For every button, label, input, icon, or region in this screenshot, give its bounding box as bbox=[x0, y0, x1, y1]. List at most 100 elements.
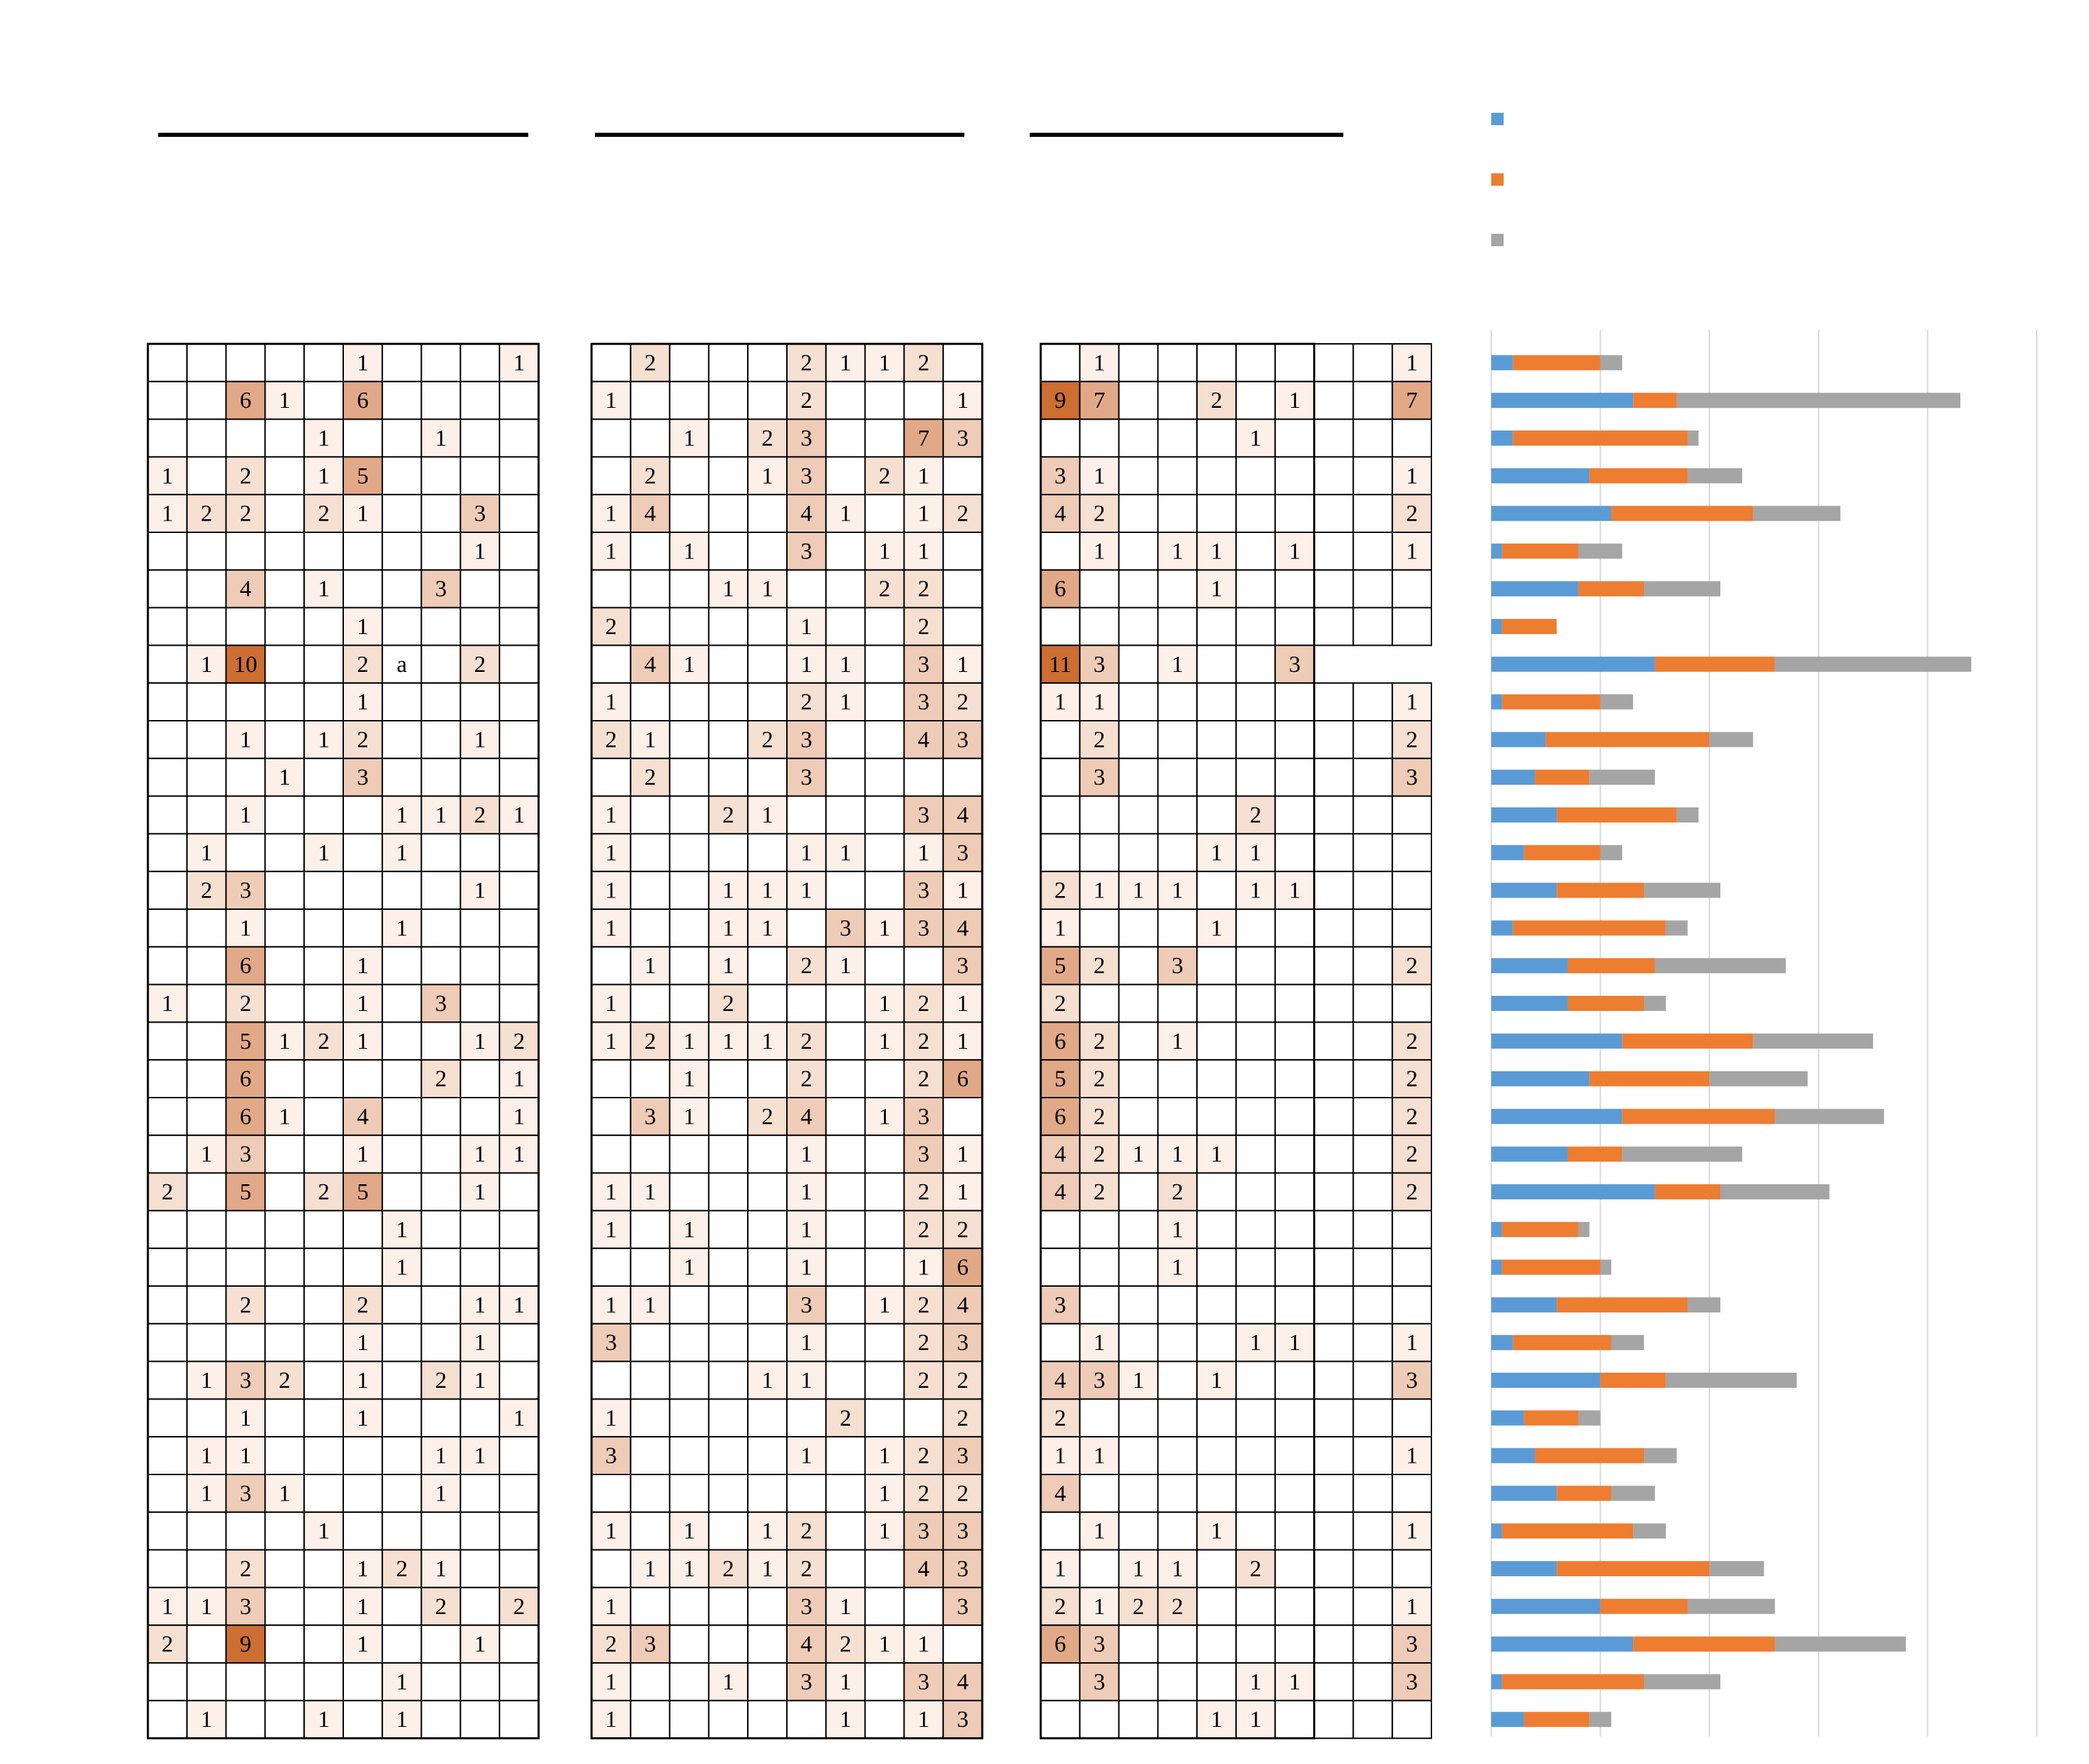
heat-cell bbox=[825, 1436, 866, 1475]
heat-cell bbox=[186, 1097, 227, 1136]
heat-cell bbox=[499, 1322, 540, 1362]
heat-cell bbox=[1352, 1699, 1394, 1739]
heat-cell bbox=[499, 1699, 540, 1739]
cell-value: 2 bbox=[645, 464, 656, 489]
heat-cell bbox=[1313, 1248, 1354, 1287]
cell-value: 4 bbox=[957, 1669, 968, 1695]
heat-cell bbox=[591, 946, 631, 986]
heat-cell bbox=[864, 1587, 905, 1626]
heat-cell bbox=[1196, 1210, 1237, 1250]
heat-cell bbox=[669, 946, 710, 986]
heat-cell bbox=[1079, 456, 1120, 496]
cell-value: 1 bbox=[684, 1556, 695, 1582]
heat-cell bbox=[825, 795, 866, 835]
heat-cell bbox=[420, 1511, 462, 1551]
bar-segment bbox=[1502, 619, 1557, 634]
heat-cell bbox=[1313, 1097, 1354, 1136]
cell-value: 5 bbox=[240, 1029, 252, 1054]
heat-cell bbox=[264, 1662, 305, 1701]
heat-cell bbox=[708, 720, 749, 759]
heat-cell bbox=[264, 607, 305, 646]
heat-cell bbox=[825, 1474, 866, 1513]
cell-value: 1 bbox=[684, 652, 695, 677]
cell-value: 1 bbox=[722, 1029, 734, 1054]
heat-cell bbox=[1352, 1134, 1394, 1174]
heat-cell bbox=[381, 1059, 422, 1098]
heat-cell bbox=[1313, 1285, 1354, 1325]
table-border bbox=[1039, 342, 1316, 1740]
heat-cell bbox=[1392, 871, 1432, 910]
cell-value: 1 bbox=[801, 840, 812, 866]
cell-value: 1 bbox=[396, 1707, 408, 1732]
cell-value: 1 bbox=[474, 1179, 486, 1205]
heat-cell bbox=[629, 532, 671, 571]
heat-cell bbox=[1079, 569, 1120, 609]
heat-cell bbox=[747, 1436, 788, 1475]
heat-cell bbox=[303, 1322, 345, 1362]
heat-cell bbox=[1313, 757, 1354, 797]
heat-cell bbox=[225, 607, 266, 646]
cell-value: 1 bbox=[357, 953, 369, 979]
cell-value: 2 bbox=[318, 501, 329, 527]
heat-cell bbox=[825, 494, 866, 534]
cell-value: 3 bbox=[918, 690, 929, 715]
cell-value: 1 bbox=[396, 840, 408, 866]
heat-cell bbox=[903, 569, 944, 609]
heat-cell bbox=[825, 418, 866, 458]
bar-segment bbox=[1502, 1674, 1645, 1690]
heat-cell bbox=[1352, 1210, 1394, 1250]
heat-cell bbox=[903, 1587, 944, 1626]
heat-cell bbox=[786, 1360, 827, 1400]
heat-cell bbox=[459, 418, 501, 458]
heat-cell bbox=[459, 1587, 501, 1626]
heat-cell bbox=[591, 1134, 631, 1174]
heat-cell bbox=[186, 607, 227, 646]
heat-cell bbox=[186, 1398, 227, 1438]
heat-cell bbox=[225, 1474, 266, 1513]
heat-cell bbox=[629, 569, 671, 609]
cell-value: 3 bbox=[918, 1669, 929, 1695]
cell-value: 1 bbox=[605, 1292, 617, 1318]
heat-cell bbox=[264, 1134, 305, 1174]
heat-cell bbox=[942, 343, 983, 382]
cell-value: 6 bbox=[1054, 1104, 1066, 1129]
heat-cell bbox=[420, 1624, 462, 1664]
cell-value: 2 bbox=[1094, 1142, 1105, 1167]
cell-value: 1 bbox=[879, 1632, 891, 1657]
heat-cell bbox=[1235, 1059, 1276, 1098]
heat-cell bbox=[459, 946, 501, 986]
cell-value: 1 bbox=[357, 614, 369, 640]
bar-segment bbox=[1491, 1561, 1557, 1576]
heat-cell bbox=[629, 1134, 671, 1174]
cell-value: 3 bbox=[435, 576, 447, 602]
cell-value: 1 bbox=[1094, 350, 1105, 375]
cell-value: 2 bbox=[957, 1406, 968, 1431]
bar-segment bbox=[1557, 807, 1677, 823]
heat-cell bbox=[499, 1021, 540, 1061]
bar-segment bbox=[1557, 1561, 1710, 1576]
cell-value: 3 bbox=[801, 1292, 812, 1318]
heat-cell bbox=[1040, 1172, 1081, 1212]
heat-cell bbox=[1352, 1172, 1394, 1212]
heat-cell bbox=[420, 1097, 462, 1136]
heat-cell bbox=[343, 607, 383, 646]
bar-segment bbox=[1644, 581, 1721, 597]
heat-cell bbox=[343, 833, 383, 873]
heat-cell bbox=[1392, 1097, 1432, 1136]
cell-value: 1 bbox=[1171, 538, 1183, 564]
heat-cell bbox=[499, 720, 540, 759]
cell-value: 1 bbox=[1211, 915, 1222, 941]
cell-value: 4 bbox=[357, 1104, 369, 1129]
cell-value: 1 bbox=[318, 727, 329, 752]
cell-value: 1 bbox=[801, 1179, 812, 1205]
heat-cell bbox=[747, 1059, 788, 1098]
bar-segment bbox=[1513, 1335, 1612, 1351]
cell-value: 1 bbox=[1406, 1594, 1418, 1620]
heat-cell bbox=[420, 1398, 462, 1438]
heat-cell bbox=[303, 644, 345, 684]
heat-cell bbox=[1235, 607, 1276, 646]
cell-value: 2 bbox=[918, 1179, 929, 1205]
cell-value: 2 bbox=[357, 652, 369, 677]
cell-value: 1 bbox=[474, 1292, 486, 1318]
heat-cell bbox=[1157, 1322, 1198, 1362]
